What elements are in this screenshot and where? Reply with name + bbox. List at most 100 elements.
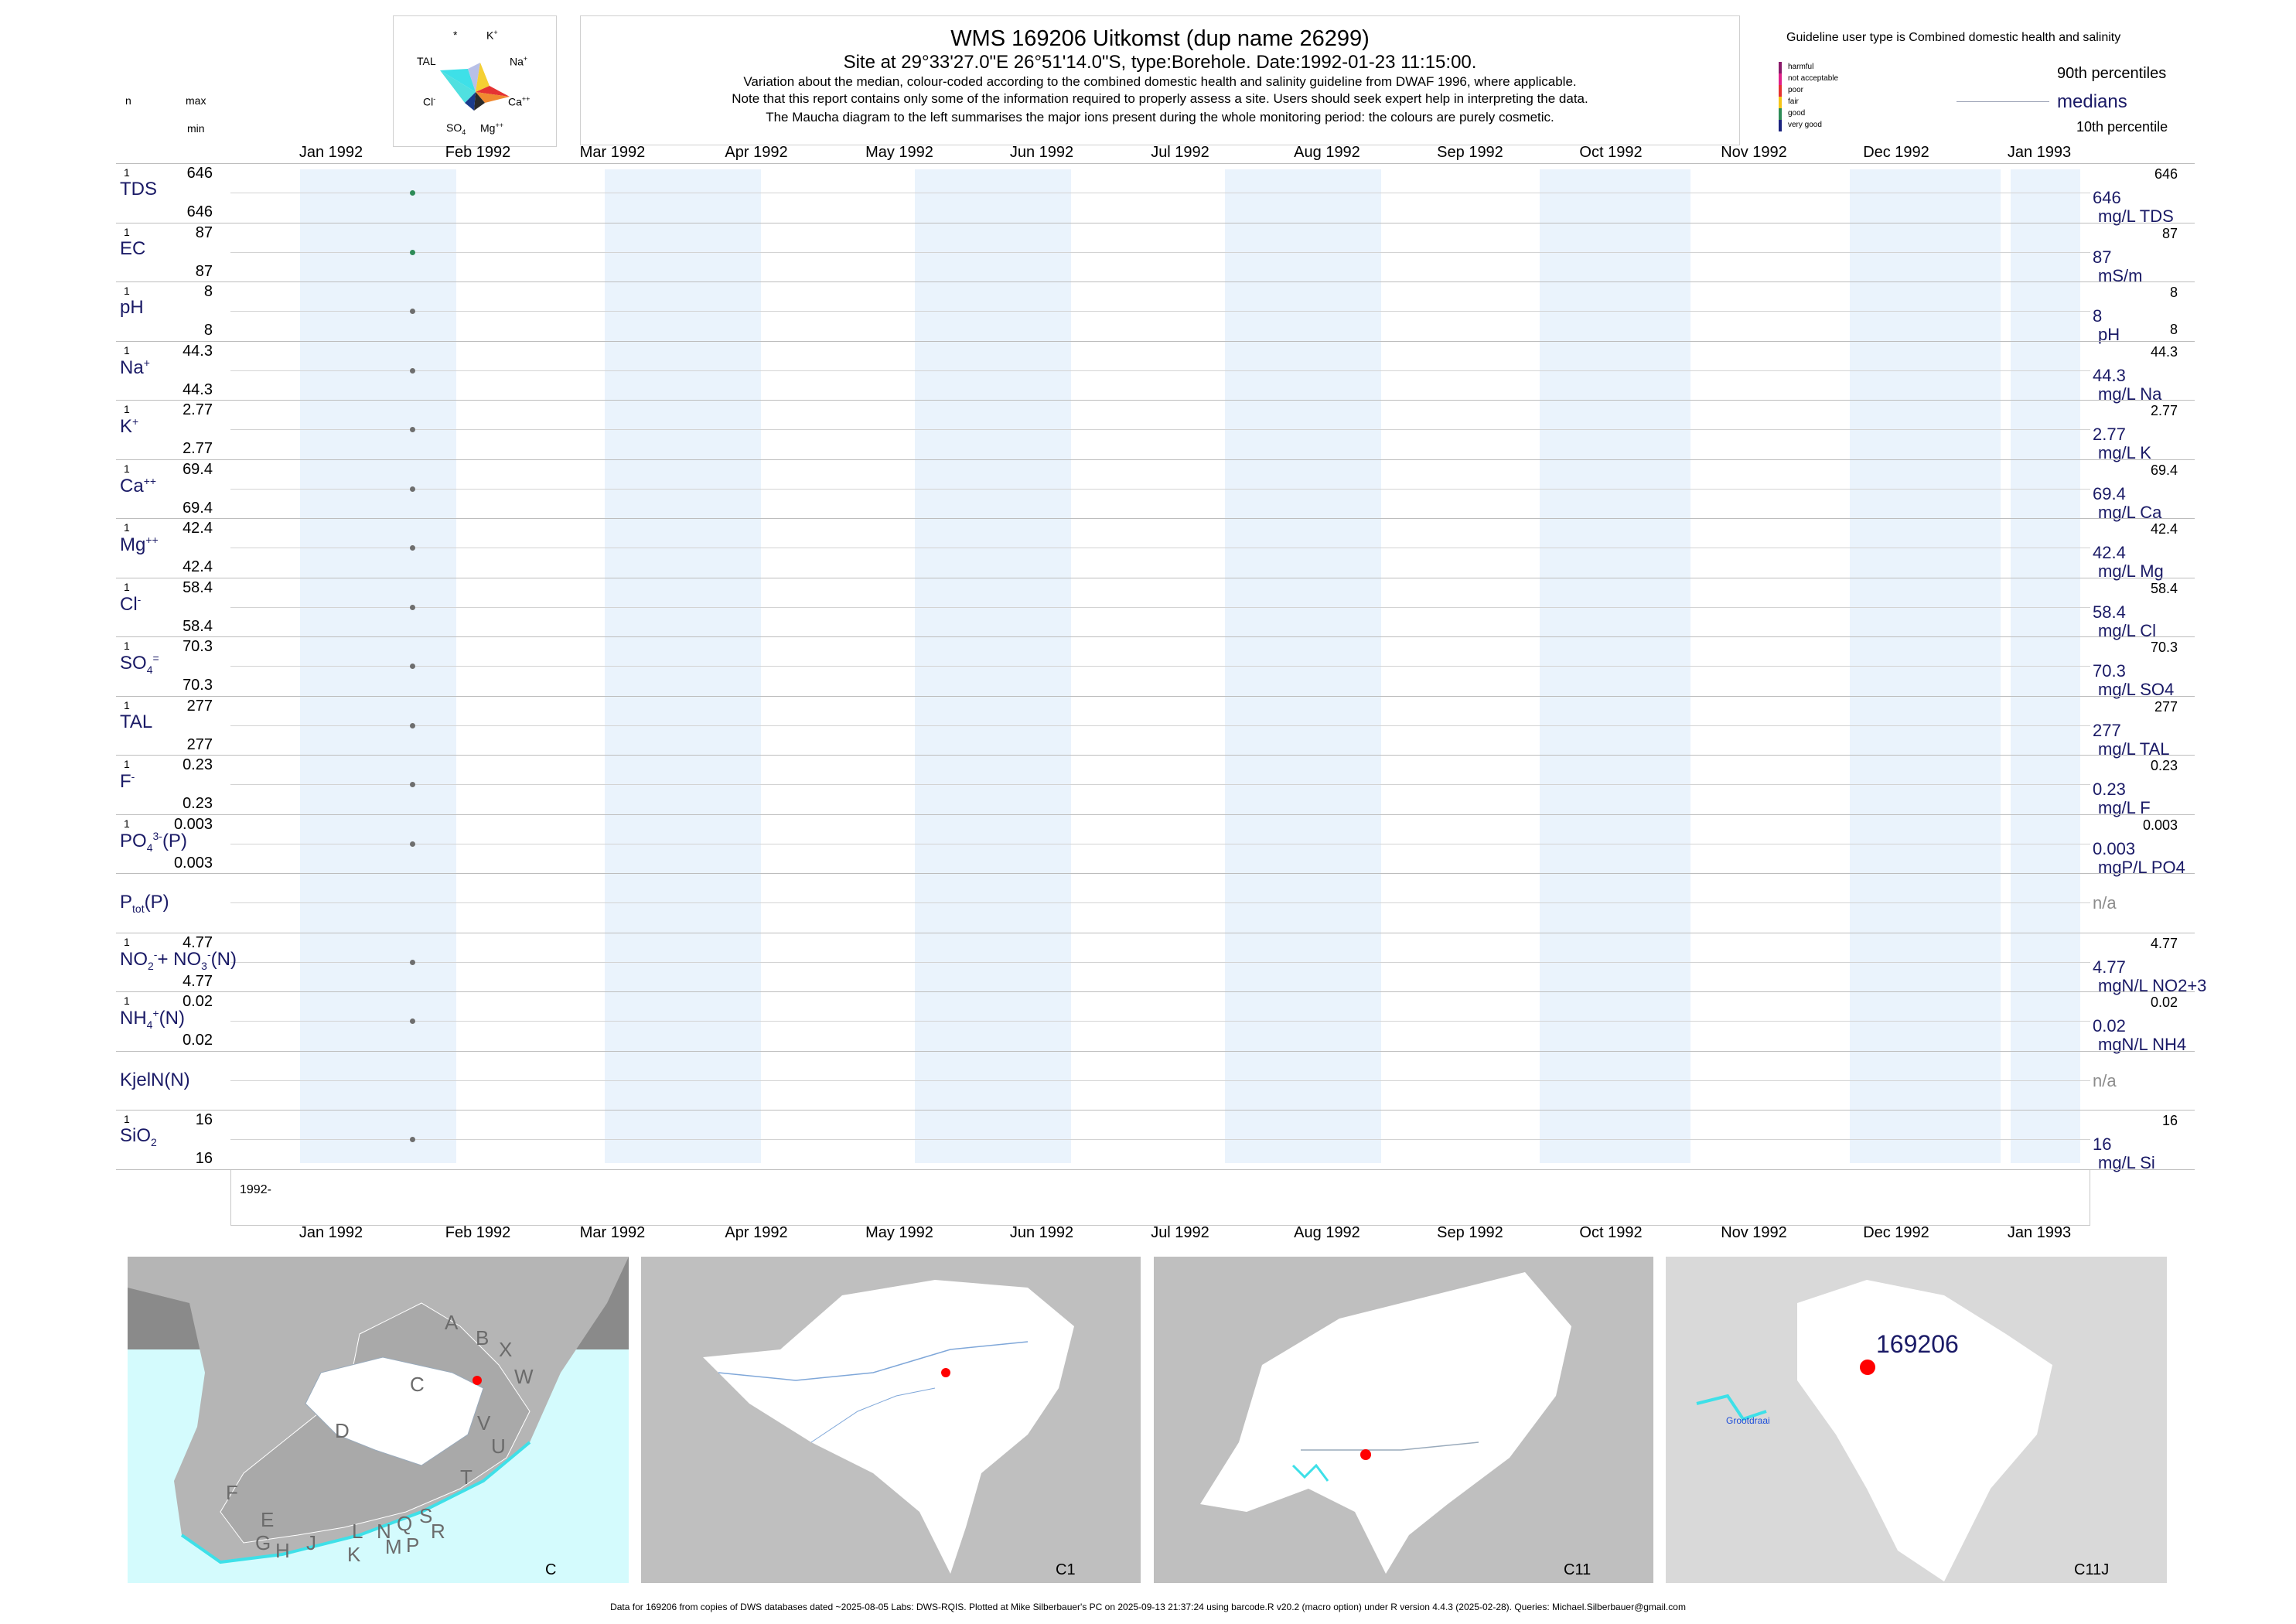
maucha-tal-label: TAL xyxy=(417,55,436,67)
row-median-value: 0.23 xyxy=(2093,780,2126,800)
row-n-value: 1 xyxy=(124,640,130,652)
map-label-c: C xyxy=(545,1561,557,1578)
row-n-value: 1 xyxy=(124,580,130,593)
sample-point xyxy=(409,427,415,433)
row-separator xyxy=(116,991,2195,992)
month-tick-label: Aug 1992 xyxy=(1294,144,1360,161)
month-tick-label: Oct 1992 xyxy=(1579,1224,1643,1241)
guideline-swatch xyxy=(1779,97,1782,108)
month-tick-label: Jan 1993 xyxy=(2007,1224,2072,1241)
map-label-c11: C11 xyxy=(1564,1561,1592,1578)
row-separator xyxy=(116,518,2195,519)
median-line xyxy=(230,488,2090,490)
dam-label: Grootdraai xyxy=(1726,1415,1770,1426)
guideline-item: harmful xyxy=(1788,63,1814,71)
row-median-value: 646 xyxy=(2093,188,2121,208)
guideline-swatch xyxy=(1779,73,1782,85)
median-line xyxy=(230,251,2090,253)
row-unit-label: mg/L Si xyxy=(2098,1153,2155,1173)
median-line xyxy=(230,429,2090,431)
region-letter: V xyxy=(477,1411,491,1435)
month-tick-label: Sep 1992 xyxy=(1437,144,1503,161)
row-median-value: 70.3 xyxy=(2093,661,2126,681)
maucha-star: * xyxy=(453,29,458,41)
row-max-value: 4.77 xyxy=(183,933,213,951)
row-max-value: 0.003 xyxy=(173,815,213,833)
row-n-value: 1 xyxy=(124,935,130,948)
maucha-na-label: Na+ xyxy=(510,55,528,68)
month-tick-label: May 1992 xyxy=(865,144,933,161)
c1-catchment-map xyxy=(703,1280,1074,1574)
row-unit-label: mg/L Cl xyxy=(2098,620,2156,640)
row-max-value: 44.3 xyxy=(183,342,213,360)
parameter-label: SO4= xyxy=(120,652,159,677)
maucha-k-label: K+ xyxy=(486,29,498,42)
guideline-title: Guideline user type is Combined domestic… xyxy=(1786,31,2121,44)
month-tick-label: Apr 1992 xyxy=(725,1224,788,1241)
month-tick-label: Dec 1992 xyxy=(1863,144,1929,161)
report-header: WMS 169206 Uitkomst (dup name 26299) Sit… xyxy=(580,15,1740,145)
row-separator xyxy=(116,1110,2195,1111)
row-min-value: 58.4 xyxy=(183,617,213,635)
row-min-value: 0.003 xyxy=(173,854,213,872)
month-tick-label: Mar 1992 xyxy=(579,1224,646,1241)
p10-label: 10th percentile xyxy=(2076,119,2168,135)
parameter-label: KjelN(N) xyxy=(120,1069,190,1090)
row-max-value: 277 xyxy=(186,697,213,715)
max-column-head: max xyxy=(186,94,206,107)
median-line xyxy=(230,1139,2090,1141)
row-separator xyxy=(116,814,2195,815)
parameter-label: pH xyxy=(120,297,144,319)
month-tick-label: Feb 1992 xyxy=(445,1224,511,1241)
row-max-value: 70.3 xyxy=(183,638,213,655)
row-median-value: 277 xyxy=(2093,720,2121,740)
region-letter: N xyxy=(377,1520,391,1543)
site-id-label: 169206 xyxy=(1876,1330,1959,1358)
row-separator xyxy=(116,755,2195,756)
c11-catchment-map xyxy=(1200,1272,1571,1574)
sample-point xyxy=(409,1018,415,1025)
sample-point xyxy=(409,664,415,670)
row-median-value: 0.02 xyxy=(2093,1016,2126,1036)
median-line xyxy=(230,961,2090,963)
parameter-label: NH4+(N) xyxy=(120,1007,185,1032)
row-min-value: 70.3 xyxy=(183,677,213,694)
parameter-label: EC xyxy=(120,237,146,259)
row-right-max: 58.4 xyxy=(2150,580,2178,596)
row-min-value: 2.77 xyxy=(183,440,213,457)
row-unit-label: mg/L SO4 xyxy=(2098,680,2175,700)
region-letter: L xyxy=(352,1520,363,1543)
row-median-value: 2.77 xyxy=(2093,425,2126,445)
row-unit-label: mg/L TDS xyxy=(2098,206,2174,227)
row-right-max: 646 xyxy=(2154,166,2178,182)
row-min-value: 16 xyxy=(195,1150,213,1167)
parameter-label: Ptot(P) xyxy=(120,892,169,916)
parameter-label: K+ xyxy=(120,415,139,438)
row-right-max: 8 xyxy=(2169,285,2178,300)
row-min-value: 4.77 xyxy=(183,972,213,990)
parameter-label: Na+ xyxy=(120,356,150,378)
sample-point xyxy=(409,604,415,610)
region-letter: S xyxy=(419,1504,433,1527)
month-tick-label: Feb 1992 xyxy=(445,144,511,161)
c11j-catchment-map xyxy=(1696,1280,2052,1581)
row-unit-label: mgN/L NH4 xyxy=(2098,1035,2187,1055)
guideline-item: good xyxy=(1788,109,1806,118)
parameter-label: NO2-+ NO3-(N) xyxy=(120,947,237,972)
row-median-value: 16 xyxy=(2093,1134,2112,1155)
row-right-max: 87 xyxy=(2161,225,2178,241)
month-tick-label: Nov 1992 xyxy=(1721,144,1787,161)
median-line xyxy=(230,370,2090,371)
row-unit-label: mg/L Na xyxy=(2098,384,2162,404)
row-median-value: n/a xyxy=(2093,893,2117,913)
row-median-value: 42.4 xyxy=(2093,543,2126,563)
sample-point xyxy=(409,249,415,255)
month-tick-label: Oct 1992 xyxy=(1579,144,1643,161)
region-letter: Q xyxy=(397,1512,413,1535)
row-n-value: 1 xyxy=(124,698,130,711)
region-letter: G xyxy=(255,1531,271,1554)
maucha-so4-label: SO4 xyxy=(446,121,466,136)
month-tick-label: Apr 1992 xyxy=(725,144,788,161)
south-africa-map xyxy=(128,1257,629,1564)
guideline-swatch xyxy=(1779,62,1782,73)
